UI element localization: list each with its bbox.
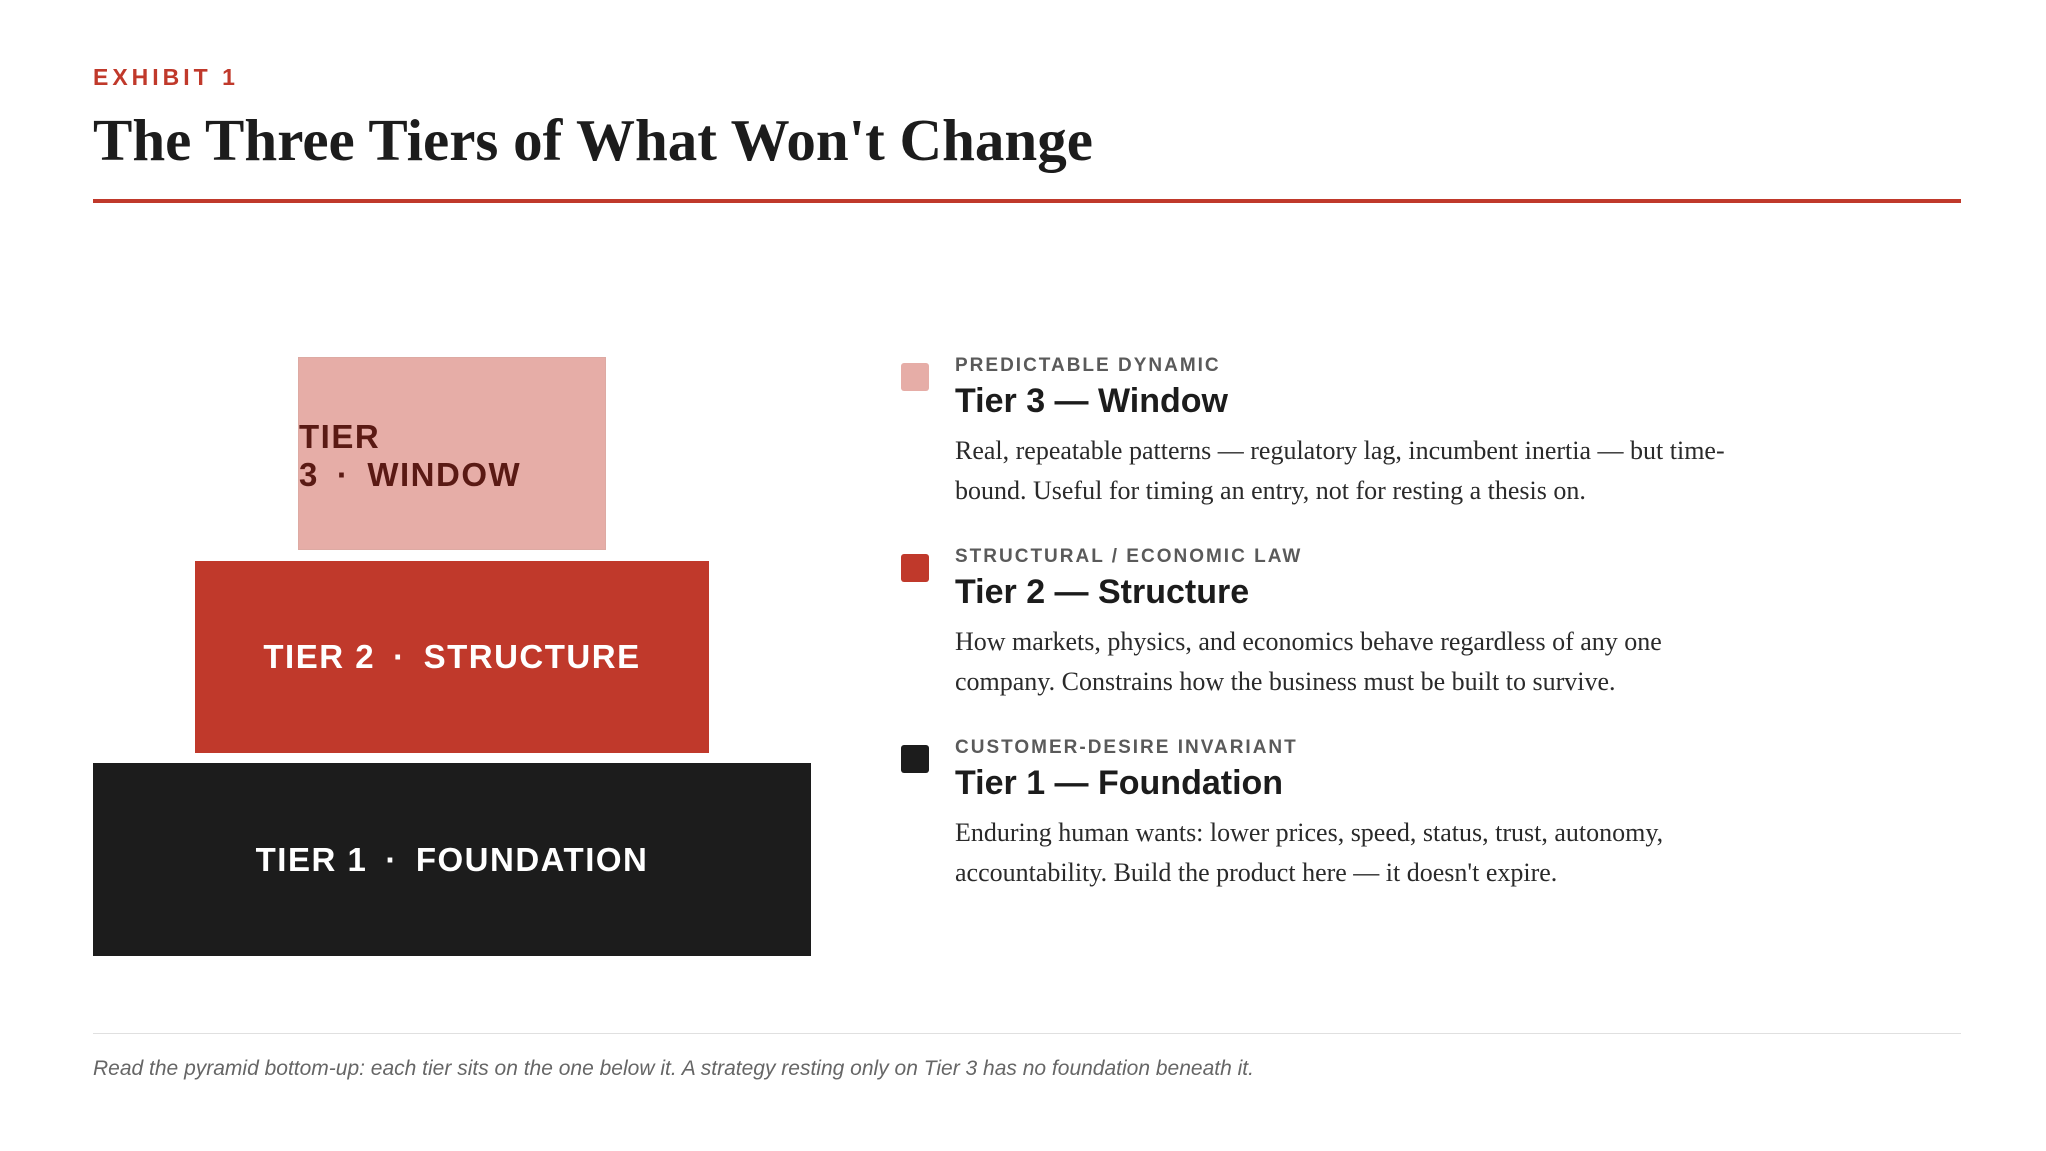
exhibit-label: EXHIBIT 1 [93,64,239,90]
legend-swatch [901,745,929,773]
tier-2-name: STRUCTURE [423,638,641,675]
pyramid-tier-1: TIER 1 · FOUNDATION [93,763,811,956]
legend-kicker: STRUCTURAL / ECONOMIC LAW [955,546,1303,567]
footer-divider [93,1033,1961,1034]
legend-description: Enduring human wants: lower prices, spee… [955,818,1664,887]
tier-2-label: TIER 2 [263,638,376,675]
pyramid-tier-3: TIER 3 · WINDOW [298,357,606,550]
legend-kicker: PREDICTABLE DYNAMIC [955,355,1221,376]
page-title: The Three Tiers of What Won't Change [93,107,1093,173]
tier-1-separator: · [385,840,398,878]
tier-2-separator: · [393,638,406,675]
legend-kicker: CUSTOMER-DESIRE INVARIANT [955,737,1298,758]
tier-1-name: FOUNDATION [415,840,649,878]
legend-title: Tier 2 — Structure [955,573,1250,611]
pyramid-tier-2: TIER 2 · STRUCTURE [195,561,709,753]
tier-3-separator: · [336,456,350,493]
tier-1-label: TIER 1 [255,840,368,878]
legend-title: Tier 1 — Foundation [955,764,1284,802]
legend-title: Tier 3 — Window [955,382,1228,420]
legend-description: Real, repeatable patterns — regulatory l… [955,436,1725,505]
footnote: Read the pyramid bottom-up: each tier si… [93,1057,1254,1080]
legend-description: How markets, physics, and economics beha… [955,627,1662,696]
tier-3-label: TIER 3 [299,418,381,493]
title-divider [93,199,1961,203]
legend-swatch [901,554,929,582]
tier-3-name: WINDOW [367,456,522,493]
legend-swatch [901,363,929,391]
